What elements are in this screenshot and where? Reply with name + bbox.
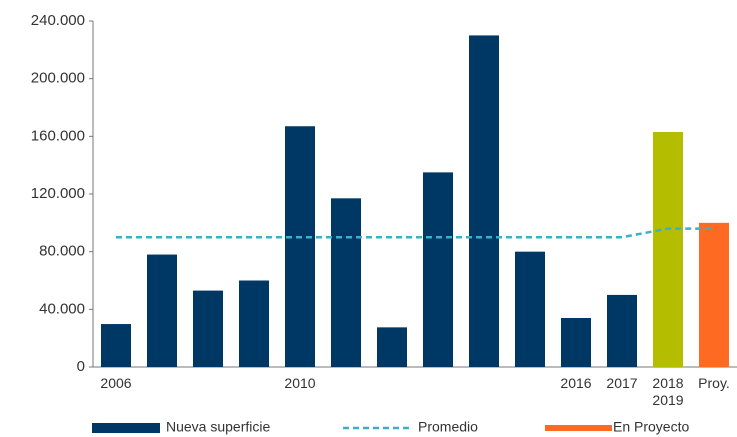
x-tick-label-line: 2010 [284, 375, 315, 391]
x-tick-label: 2017 [606, 375, 637, 391]
legend-label: Promedio [418, 419, 478, 435]
bar [607, 294, 637, 367]
x-tick-label: Proy. [698, 375, 730, 391]
bar [653, 132, 683, 367]
bar [193, 290, 223, 367]
x-tick-label-line: 2006 [100, 375, 131, 391]
bar [469, 35, 499, 368]
bar [515, 251, 545, 367]
x-tick-label-line: 2017 [606, 375, 637, 391]
x-tick-label: 2010 [284, 375, 315, 391]
x-tick-label: 2006 [100, 375, 131, 391]
bar [423, 172, 453, 367]
bar [699, 222, 729, 367]
bar [331, 198, 361, 367]
legend-label: Nueva superficie [166, 419, 270, 435]
bar [285, 126, 315, 367]
x-tick-label: 2018 2019 [652, 375, 683, 408]
legend-swatch [92, 423, 160, 433]
y-tick-label: 0 [77, 358, 85, 375]
bar [561, 317, 591, 367]
y-tick-label: 40.000 [39, 300, 85, 317]
x-tick-label-line: 2019 [652, 392, 683, 408]
average-line [116, 227, 714, 239]
y-tick-label: 240.000 [31, 12, 85, 29]
x-tick-label: 2016 [560, 375, 591, 391]
y-tick-label: 80.000 [39, 243, 85, 260]
x-tick-label-line: 2016 [560, 375, 591, 391]
bar [147, 254, 177, 367]
legend-label: En Proyecto [613, 419, 689, 435]
bar [239, 280, 269, 367]
y-tick-label: 200.000 [31, 70, 85, 87]
y-tick-label: 120.000 [31, 185, 85, 202]
bar [101, 324, 131, 367]
y-tick-label: 160.000 [31, 127, 85, 144]
x-tick-label-line: 2018 [652, 375, 683, 391]
x-tick-label-line: Proy. [698, 375, 730, 391]
bar [377, 327, 407, 367]
